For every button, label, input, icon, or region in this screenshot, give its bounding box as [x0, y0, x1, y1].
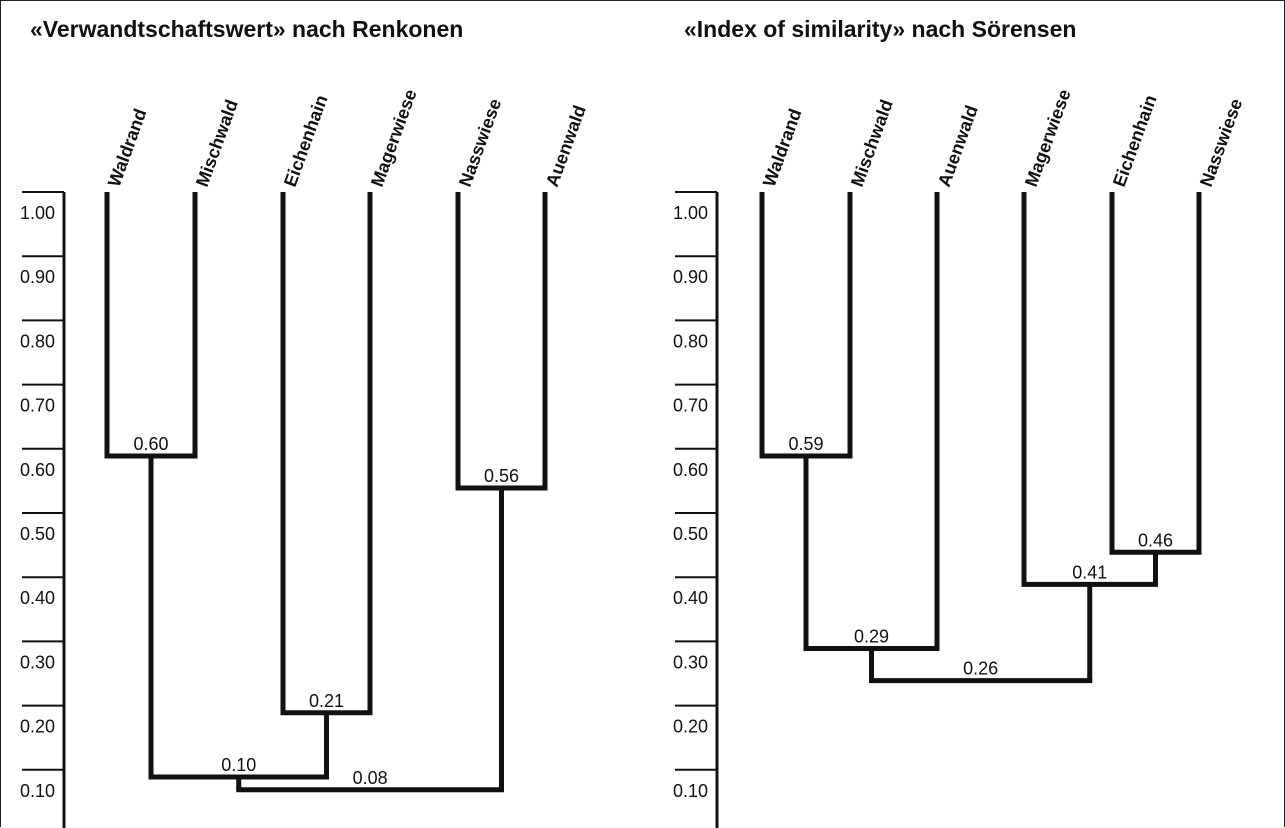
y-axis-tick-label: 1.00: [20, 203, 55, 223]
merge-value-label: 0.29: [854, 627, 889, 647]
y-axis-tick-label: 0.50: [673, 524, 708, 544]
y-axis-tick-label: 0.40: [20, 588, 55, 608]
leaf-label: Eichenhain: [280, 92, 332, 189]
merge-value-label: 0.56: [484, 466, 519, 486]
y-axis-tick-label: 1.00: [673, 203, 708, 223]
y-axis-tick-label: 0.30: [20, 652, 55, 672]
y-axis-tick-label: 0.80: [20, 331, 55, 351]
leaf-label: Nasswiese: [1196, 96, 1246, 189]
panel-title-soerensen: «Index of similarity» nach Sörensen: [684, 16, 1077, 42]
leaf-label: Eichenhain: [1109, 92, 1161, 189]
y-axis-tick-label: 0.60: [673, 460, 708, 480]
merge-value-label: 0.26: [963, 659, 998, 679]
y-axis-tick-label: 0.90: [673, 267, 708, 287]
leaf-label: Nasswiese: [455, 96, 505, 189]
merge-value-label: 0.46: [1138, 530, 1173, 550]
leaf-label: Waldrand: [759, 106, 806, 189]
leaf-label: Auenwald: [934, 103, 982, 190]
merge-value-label: 0.41: [1072, 562, 1107, 582]
leaf-label: Magerwiese: [367, 87, 421, 190]
leaf-label: Mischwald: [847, 97, 897, 189]
y-axis-tick-label: 0.20: [673, 717, 708, 737]
y-axis-tick-label: 0.50: [20, 524, 55, 544]
y-axis-tick-label: 0.70: [20, 396, 55, 416]
y-axis-tick-label: 0.70: [673, 396, 708, 416]
y-axis-tick-label: 0.10: [673, 781, 708, 801]
y-axis-tick-label: 0.20: [20, 717, 55, 737]
y-axis-tick-label: 0.10: [20, 781, 55, 801]
merge-value-label: 0.59: [788, 434, 823, 454]
y-axis-tick-label: 0.60: [20, 460, 55, 480]
leaf-label: Waldrand: [104, 106, 151, 189]
leaf-label: Mischwald: [192, 97, 242, 189]
merge-value-label: 0.60: [133, 434, 168, 454]
merge-value-label: 0.21: [309, 691, 344, 711]
merge-value-label: 0.10: [221, 755, 256, 775]
leaf-label: Auenwald: [542, 103, 590, 190]
leaf-label: Magerwiese: [1021, 87, 1075, 190]
panel-title-renkonen: «Verwandtschaftswert» nach Renkonen: [30, 16, 464, 42]
y-axis-tick-label: 0.30: [673, 652, 708, 672]
y-axis-tick-label: 0.80: [673, 331, 708, 351]
merge-value-label: 0.08: [353, 768, 388, 788]
y-axis-tick-label: 0.40: [673, 588, 708, 608]
y-axis-tick-label: 0.90: [20, 267, 55, 287]
